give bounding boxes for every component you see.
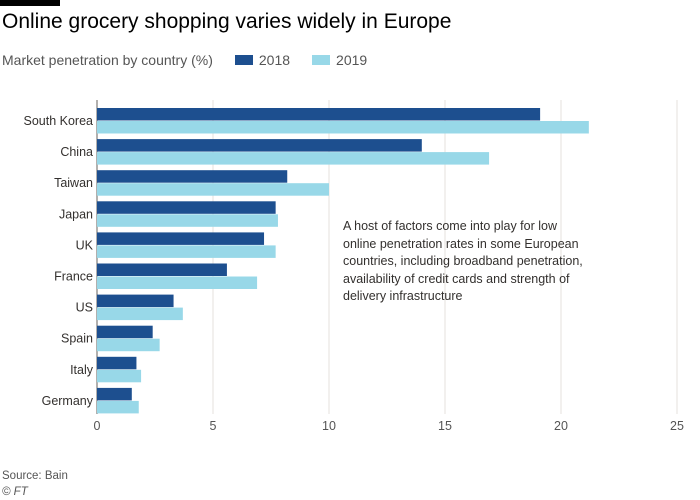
bar-2019-5 [97, 276, 258, 289]
brand-bar [0, 0, 60, 6]
bar-2019-7 [97, 338, 160, 352]
category-label-1: China [60, 145, 93, 159]
chart-annotation: A host of factors come into play for low… [343, 219, 583, 303]
bar-2018-3 [97, 201, 276, 214]
category-label-4: UK [76, 238, 94, 252]
x-tick-label-5: 5 [210, 419, 217, 433]
category-label-2: Taiwan [54, 176, 93, 190]
bar-2019-1 [97, 152, 490, 165]
bar-2019-2 [97, 183, 329, 196]
bar-2019-8 [97, 369, 142, 383]
category-label-0: South Korea [24, 114, 94, 128]
legend-swatch-2019 [312, 55, 331, 65]
bar-2019-0 [97, 121, 589, 134]
bar-2018-4 [97, 232, 265, 245]
x-tick-label-0: 0 [94, 419, 101, 433]
bar-2018-1 [97, 139, 422, 152]
category-label-3: Japan [59, 207, 93, 221]
bar-2019-6 [97, 307, 183, 321]
category-label-9: Germany [42, 394, 94, 408]
copyright-note: © FT [2, 486, 28, 498]
legend-swatch-2018 [234, 55, 253, 65]
bar-2019-9 [97, 400, 139, 414]
bar-2018-6 [97, 294, 174, 308]
x-tick-label-10: 10 [322, 419, 336, 433]
bar-2018-5 [97, 263, 227, 276]
chart-subtitle: Market penetration by country (%) [2, 52, 213, 68]
chart-title: Online grocery shopping varies widely in… [2, 10, 452, 33]
category-label-5: France [54, 270, 93, 284]
subtitle-row: Market penetration by country (%) 2018 2… [2, 50, 367, 70]
category-label-8: Italy [70, 363, 94, 377]
legend-label-2019: 2019 [336, 52, 368, 68]
legend-label-2018: 2018 [258, 52, 291, 68]
category-label-6: US [76, 301, 93, 315]
bar-2019-4 [97, 245, 276, 258]
source-note: Source: Bain [2, 470, 68, 482]
bar-2018-0 [97, 108, 541, 121]
bar-2018-2 [97, 170, 288, 183]
legend-item-2019: 2019 [312, 52, 367, 68]
legend-item-2018: 2018 [234, 52, 291, 68]
category-label-7: Spain [61, 332, 93, 346]
bar-2018-8 [97, 356, 137, 370]
bar-2018-9 [97, 387, 132, 401]
bar-2018-7 [97, 325, 153, 339]
x-tick-label-15: 15 [438, 419, 452, 433]
x-tick-label-25: 25 [670, 419, 684, 433]
bar-2019-3 [97, 214, 278, 227]
x-tick-label-20: 20 [554, 419, 568, 433]
